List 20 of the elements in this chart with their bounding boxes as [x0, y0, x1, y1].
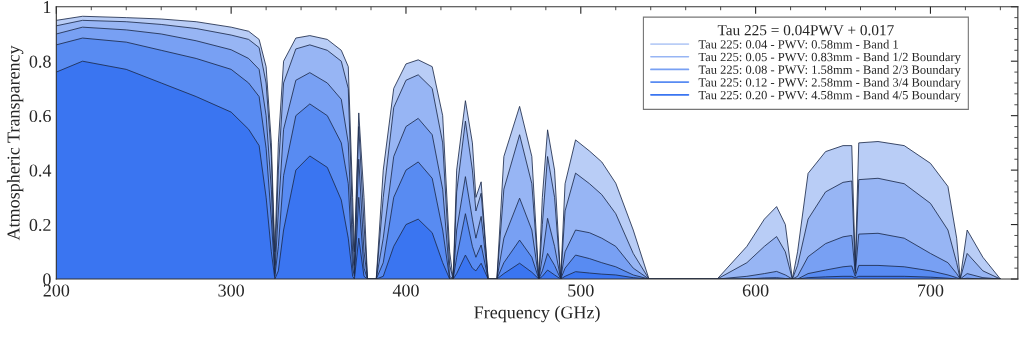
y-axis-title: Atmospheric Transparency — [6, 45, 24, 241]
legend-label: Tau 225: 0.20 - PWV: 4.58mm - Band 4/5 Boundary — [698, 90, 961, 102]
x-tick-label: 300 — [218, 284, 244, 297]
x-tick-label: 200 — [43, 284, 70, 297]
legend-label: Tau 225: 0.04 - PWV: 0.58mm - Band 1 — [698, 39, 898, 49]
x-tick-label: 400 — [392, 284, 419, 297]
x-tick-label: 600 — [742, 284, 769, 297]
legend-label: Tau 225: 0.12 - PWV: 2.58mm - Band 3/4 Boundary — [698, 77, 961, 90]
y-tick-label: 0.6 — [29, 109, 51, 123]
x-tick-label: 700 — [918, 284, 944, 297]
y-tick-label: 0 — [43, 273, 51, 286]
y-tick-label: 0.2 — [29, 218, 51, 232]
legend-title: Tau 225 = 0.04PWV + 0.017 — [717, 25, 894, 36]
x-tick-label: 500 — [568, 284, 594, 297]
legend-label: Tau 225: 0.05 - PWV: 0.83mm - Band 1/2 Boundary — [698, 52, 961, 64]
y-tick-label: 1 — [44, 1, 51, 13]
legend-label: Tau 225: 0.08 - PWV: 1.58mm - Band 2/3 Boundary — [698, 65, 961, 77]
y-tick-label: 0.8 — [29, 55, 51, 68]
x-axis-title: Frequency (GHz) — [474, 305, 600, 323]
y-tick-label: 0.4 — [29, 164, 52, 177]
